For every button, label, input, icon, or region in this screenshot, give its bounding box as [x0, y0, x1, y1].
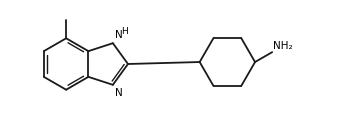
Text: H: H: [121, 27, 128, 36]
Text: N: N: [115, 30, 123, 40]
Text: N: N: [115, 88, 123, 98]
Text: NH₂: NH₂: [273, 41, 293, 51]
